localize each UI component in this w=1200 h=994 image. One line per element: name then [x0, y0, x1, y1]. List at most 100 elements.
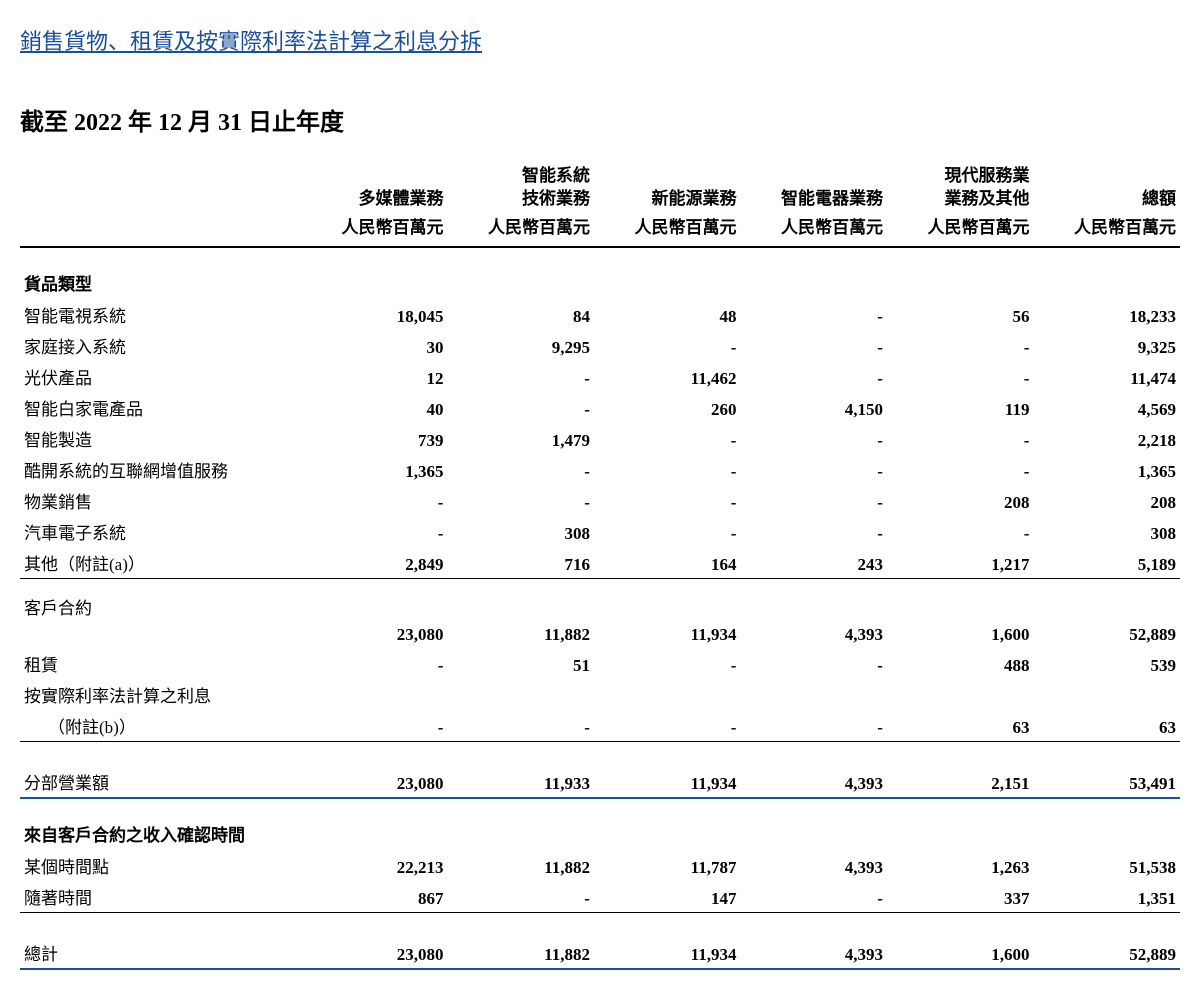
cell-value: 11,882	[447, 622, 594, 648]
cell-value: 56	[887, 299, 1034, 330]
cell-value: -	[740, 648, 887, 679]
section-heading-row: 來自客戶合約之收入確認時間	[20, 798, 1180, 850]
cell-value	[740, 591, 887, 622]
cell-value: -	[447, 392, 594, 423]
cell-value: 11,934	[594, 622, 741, 648]
cell-value: -	[594, 454, 741, 485]
table-row: 租賃-51--488539	[20, 648, 1180, 679]
cell-value: 11,934	[594, 766, 741, 798]
cell-value: 63	[887, 710, 1034, 742]
row-label: 家庭接入系統	[20, 330, 301, 361]
table-header: 多媒體業務 智能系統 技術業務 新能源業務 智能電器業務 現代服務業 業務及其他…	[20, 165, 1180, 247]
cell-value: 51	[447, 648, 594, 679]
cell-value	[301, 679, 448, 710]
cell-value: -	[594, 710, 741, 742]
row-label: 按實際利率法計算之利息	[20, 679, 301, 710]
financial-table: 多媒體業務 智能系統 技術業務 新能源業務 智能電器業務 現代服務業 業務及其他…	[20, 165, 1180, 970]
cell-value: -	[887, 423, 1034, 454]
cell-value: 4,393	[740, 850, 887, 881]
table-row: 某個時間點22,21311,88211,7874,3931,26351,538	[20, 850, 1180, 881]
cell-value: 1,365	[1033, 454, 1180, 485]
cell-value: 23,080	[301, 766, 448, 798]
cell-value: 4,393	[740, 937, 887, 969]
row-label: 智能白家電產品	[20, 392, 301, 423]
cell-value: 208	[887, 485, 1034, 516]
table-row: 智能製造7391,479---2,218	[20, 423, 1180, 454]
cell-value: 1,263	[887, 850, 1034, 881]
cell-value: 22,213	[301, 850, 448, 881]
cell-value: 23,080	[301, 622, 448, 648]
row-label: 隨著時間	[20, 881, 301, 913]
cell-value: 63	[1033, 710, 1180, 742]
cell-value: -	[301, 710, 448, 742]
period-subtitle: 截至 2022 年 12 月 31 日止年度	[20, 102, 1180, 137]
cell-value: 488	[887, 648, 1034, 679]
cell-value: 52,889	[1033, 622, 1180, 648]
cell-value: 260	[594, 392, 741, 423]
row-label: 智能製造	[20, 423, 301, 454]
cell-value: 84	[447, 299, 594, 330]
cell-value: 1,479	[447, 423, 594, 454]
table-row: （附註(b)）----6363	[20, 710, 1180, 742]
cell-value: 18,233	[1033, 299, 1180, 330]
section-heading: 來自客戶合約之收入確認時間	[20, 798, 1180, 850]
table-row: 汽車電子系統-308---308	[20, 516, 1180, 547]
cell-value: 48	[594, 299, 741, 330]
cell-value: -	[887, 361, 1034, 392]
cell-value	[740, 679, 887, 710]
unit-label: 人民幣百萬元	[740, 217, 887, 247]
cell-value	[1033, 591, 1180, 622]
table-row: 智能白家電產品40-2604,1501194,569	[20, 392, 1180, 423]
page-title-link: 銷售貨物、租賃及按實際利率法計算之利息分拆	[20, 24, 482, 56]
table-row: 23,08011,88211,9344,3931,60052,889	[20, 622, 1180, 648]
unit-label: 人民幣百萬元	[447, 217, 594, 247]
cell-value: 11,933	[447, 766, 594, 798]
row-label: 客戶合約	[20, 591, 301, 622]
row-label: 光伏產品	[20, 361, 301, 392]
table-row: 分部營業額23,08011,93311,9344,3932,15153,491	[20, 766, 1180, 798]
cell-value	[301, 591, 448, 622]
cell-value: 337	[887, 881, 1034, 913]
col-header: 智能系統 技術業務	[447, 165, 594, 217]
cell-value: 1,217	[887, 547, 1034, 579]
section-heading-row: 貨品類型	[20, 247, 1180, 299]
cell-value: -	[740, 516, 887, 547]
cell-value: 2,151	[887, 766, 1034, 798]
table-body: 貨品類型智能電視系統18,0458448-5618,233家庭接入系統309,2…	[20, 247, 1180, 969]
section-heading: 貨品類型	[20, 247, 1180, 299]
cell-value: -	[301, 516, 448, 547]
row-label: 酷開系統的互聯網增值服務	[20, 454, 301, 485]
cell-value: -	[301, 648, 448, 679]
col-header: 新能源業務	[594, 165, 741, 217]
cell-value: 18,045	[301, 299, 448, 330]
row-label: 物業銷售	[20, 485, 301, 516]
cell-value	[447, 591, 594, 622]
cell-value: 1,351	[1033, 881, 1180, 913]
cell-value: 2,849	[301, 547, 448, 579]
table-row: 家庭接入系統309,295---9,325	[20, 330, 1180, 361]
cell-value: -	[594, 648, 741, 679]
cell-value: 308	[447, 516, 594, 547]
cell-value: -	[447, 710, 594, 742]
row-label: 智能電視系統	[20, 299, 301, 330]
cell-value: 11,474	[1033, 361, 1180, 392]
cell-value: -	[594, 423, 741, 454]
table-row: 按實際利率法計算之利息	[20, 679, 1180, 710]
cell-value: 11,787	[594, 850, 741, 881]
unit-label: 人民幣百萬元	[594, 217, 741, 247]
table-row: 客戶合約	[20, 591, 1180, 622]
cell-value: 4,393	[740, 766, 887, 798]
row-label: 租賃	[20, 648, 301, 679]
cell-value: 867	[301, 881, 448, 913]
cell-value: 30	[301, 330, 448, 361]
cell-value: -	[740, 361, 887, 392]
row-label: 分部營業額	[20, 766, 301, 798]
table-row: 光伏產品12-11,462--11,474	[20, 361, 1180, 392]
cell-value: -	[447, 454, 594, 485]
cell-value: 9,325	[1033, 330, 1180, 361]
cell-value: 208	[1033, 485, 1180, 516]
col-header: 總額	[1033, 165, 1180, 217]
cell-value: -	[740, 330, 887, 361]
cell-value: -	[447, 485, 594, 516]
row-label: 某個時間點	[20, 850, 301, 881]
